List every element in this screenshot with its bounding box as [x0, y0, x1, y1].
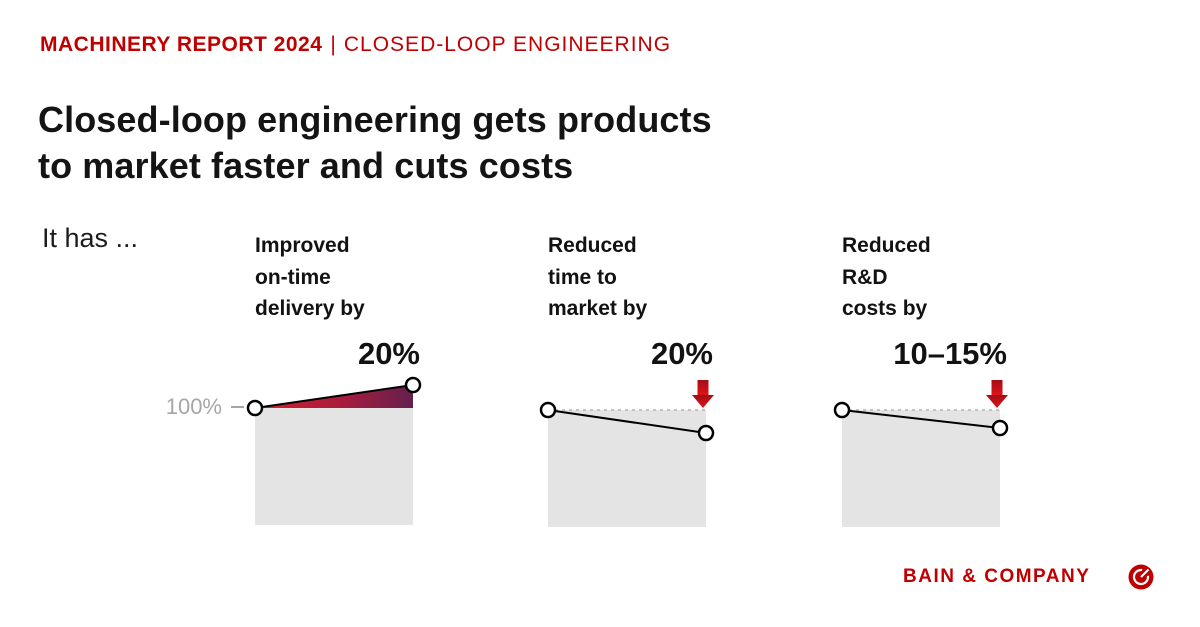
start-point [246, 399, 264, 417]
chart-reduced-time-to-market [539, 380, 715, 527]
trend-line [547, 409, 707, 434]
down-arrow-head-icon [692, 395, 714, 408]
end-point [991, 419, 1009, 437]
chart-reduced-rd-costs [833, 380, 1009, 527]
intro-label: It has ... [42, 223, 139, 253]
chart-base-area [255, 408, 413, 525]
report-title: MACHINERY REPORT 2024 [40, 33, 323, 56]
bain-compass-icon [1128, 564, 1154, 590]
start-point [833, 401, 851, 419]
down-arrow-head-icon [986, 395, 1008, 408]
logo-gauge-arc [1132, 568, 1150, 586]
down-arrow-icon [991, 380, 1003, 395]
start-point [539, 401, 557, 419]
panel-3-heading: Reduced R&D costs by [842, 234, 931, 320]
trend-line [254, 384, 414, 409]
end-point [697, 424, 715, 442]
panel-2-value: 20% [650, 336, 713, 371]
baseline-axis-tick [231, 406, 244, 408]
section-title: CLOSED-LOOP ENGINEERING [343, 33, 672, 56]
eyebrow: MACHINERY REPORT 2024 | CLOSED-LOOP ENGINE… [40, 33, 671, 57]
panel-1-value: 20% [357, 336, 420, 371]
panel-1-heading: Improved on-time delivery by [255, 234, 365, 320]
page-title: Closed-loop engineering gets products to… [38, 99, 712, 187]
eyebrow-separator: | [330, 33, 336, 56]
logo-needle [1140, 568, 1150, 578]
panel-3-value: 10–15% [893, 336, 1007, 371]
chart-improved-on-time-delivery [246, 376, 422, 525]
trend-line [841, 409, 1001, 429]
chart-base-area [842, 410, 1000, 527]
end-point [404, 376, 422, 394]
down-arrow-icon [697, 380, 709, 395]
chart-base-area [548, 410, 706, 527]
panel-2-heading: Reduced time to market by [548, 234, 648, 320]
baseline-axis-label: 100% [165, 394, 222, 419]
brand-wordmark: BAIN & COMPANY [903, 566, 1091, 587]
